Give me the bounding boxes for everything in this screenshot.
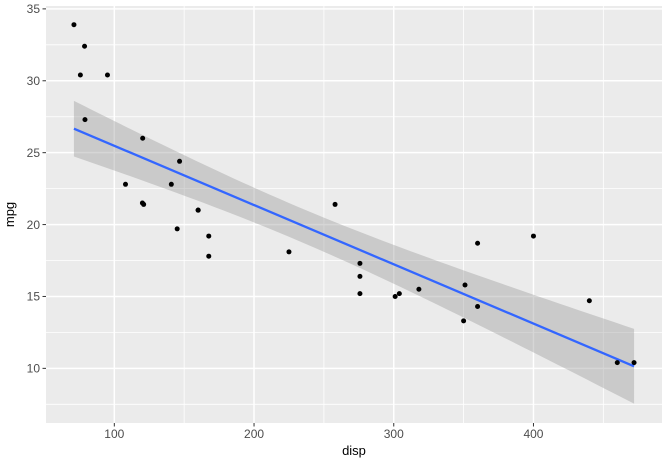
svg-text:10: 10 [27, 362, 41, 376]
x-axis-ticks [113, 423, 534, 427]
svg-text:20: 20 [27, 218, 41, 232]
svg-text:100: 100 [104, 427, 124, 441]
y-axis-title: mpg [2, 202, 17, 227]
x-axis-labels: 100 200 300 400 [104, 427, 543, 441]
grid-minor-layer [46, 6, 662, 423]
grid-major-layer [46, 6, 662, 423]
panel-background [46, 6, 662, 423]
trend-line-layer [73, 127, 635, 368]
svg-text:30: 30 [27, 74, 41, 88]
points-layer [71, 22, 637, 366]
y-axis-labels: 10 15 20 25 30 35 [27, 2, 41, 375]
svg-text:15: 15 [27, 290, 41, 304]
svg-text:35: 35 [27, 2, 41, 16]
x-axis-title: disp [342, 443, 366, 458]
svg-text:25: 25 [27, 146, 41, 160]
svg-text:400: 400 [523, 427, 543, 441]
confidence-ribbon [73, 100, 635, 404]
svg-text:300: 300 [384, 427, 404, 441]
svg-text:200: 200 [244, 427, 264, 441]
y-axis-ticks [42, 8, 46, 369]
